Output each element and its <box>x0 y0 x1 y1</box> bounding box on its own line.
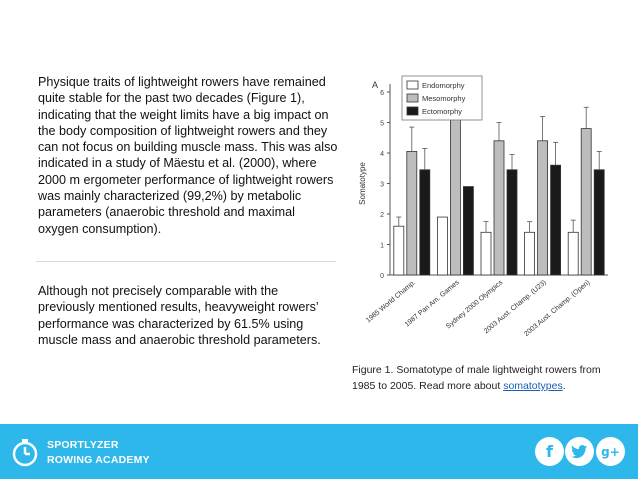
googleplus-share-button[interactable]: g+ <box>596 437 625 466</box>
googleplus-icon: g+ <box>601 444 620 459</box>
legend-swatch <box>406 106 419 116</box>
twitter-icon <box>571 444 588 458</box>
stopwatch-icon <box>12 439 38 467</box>
caption-text: Figure 1. Somatotype of male lightweight… <box>352 364 601 392</box>
body-paragraph-1: Physique traits of lightweight rowers ha… <box>38 75 338 236</box>
twitter-share-button[interactable] <box>565 437 594 466</box>
bar-ectomorphy <box>463 186 474 276</box>
legend-label: Endomorphy <box>422 81 465 90</box>
bar-mesomorphy <box>537 140 549 276</box>
footer-bar: SPORTLYZER ROWING ACADEMY f g+ <box>0 424 638 479</box>
legend-swatch <box>406 93 419 103</box>
facebook-icon: f <box>546 442 553 461</box>
y-tick-label: 6 <box>380 90 384 97</box>
caption-end: . <box>562 380 566 392</box>
bar-mesomorphy <box>580 128 592 276</box>
y-axis-label: Somatotype <box>358 162 367 205</box>
brand-line-1: SPORTLYZER <box>47 439 119 451</box>
bar-endomorphy <box>524 231 536 276</box>
somatotype-chart: A 0 1 2 3 4 5 6 Somatotype 1985 World Champ. 1987… <box>350 70 620 360</box>
bar-endomorphy <box>437 216 448 276</box>
y-tick-label: 4 <box>380 151 384 158</box>
y-tick-label: 2 <box>380 212 384 219</box>
bar-ectomorphy <box>593 169 605 276</box>
y-tick-label: 1 <box>380 243 384 250</box>
bar-mesomorphy <box>450 119 461 276</box>
y-tick-label: 5 <box>380 121 384 128</box>
bar-ectomorphy <box>419 169 431 276</box>
bar-endomorphy <box>393 225 405 276</box>
bar-ectomorphy <box>550 164 562 276</box>
brand-name: SPORTLYZER ROWING ACADEMY <box>47 438 150 468</box>
bar-endomorphy <box>567 231 579 276</box>
figure-caption: Figure 1. Somatotype of male lightweight… <box>352 362 602 394</box>
brand-line-2: ROWING ACADEMY <box>47 454 150 466</box>
facebook-share-button[interactable]: f <box>535 437 564 466</box>
panel-label: A <box>372 80 378 90</box>
paragraph-divider <box>36 261 336 262</box>
bar-endomorphy <box>480 231 492 276</box>
bar-mesomorphy <box>406 151 418 276</box>
body-paragraph-2: Although not precisely comparable with t… <box>38 284 321 347</box>
somatotypes-link[interactable]: somatotypes <box>503 380 563 392</box>
bar-ectomorphy <box>506 169 518 276</box>
y-tick-label: 3 <box>380 182 384 189</box>
legend-label: Mesomorphy <box>422 94 466 103</box>
bar-mesomorphy <box>493 140 505 276</box>
y-tick-label: 0 <box>380 273 384 280</box>
legend-label: Ectomorphy <box>422 107 462 116</box>
legend-swatch <box>406 80 419 90</box>
